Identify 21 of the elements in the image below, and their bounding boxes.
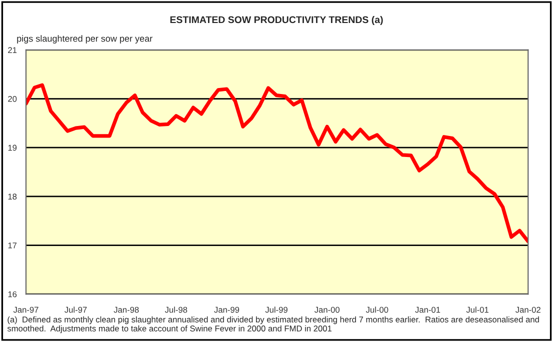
- text: (a) Defined as monthly clean pig slaughter annualised and divided by estimated breeding herd 7 months earlier. Ratios are deseasonalised and smoothed. Adjustments made to take account of Swine Fever in 2000 and FMD in 2001: [7, 316, 539, 334]
- y-axis-title: pigs slaughtered per sow per year: [17, 35, 152, 44]
- line-series: [26, 83, 528, 244]
- chart-title: ESTIMATED SOW PRODUCTIVITY TRENDS (a): [170, 16, 383, 26]
- x-tick-label: Jan-02: [516, 306, 540, 313]
- x-tick-label: Jul-98: [164, 306, 188, 313]
- x-tick-label: Jan-98: [114, 306, 139, 313]
- y-tick-label: 20: [8, 96, 17, 102]
- y-tick-label: 19: [8, 144, 17, 151]
- x-tick-label: Jul-99: [265, 306, 288, 313]
- y-tick-label: 18: [8, 194, 17, 200]
- x-tick-label: Jan-00: [314, 306, 340, 313]
- x-tick-label: Jul-00: [366, 306, 388, 313]
- x-tick-label: Jul-01: [466, 306, 488, 313]
- y-tick-label: 17: [8, 242, 17, 248]
- x-tick-label: Jul-97: [64, 306, 87, 313]
- y-tick-label: 21: [8, 47, 17, 53]
- y-tick-label: 16: [8, 291, 17, 298]
- x-tick-label: Jan-99: [214, 306, 240, 313]
- x-tick-label: Jan-97: [13, 306, 38, 313]
- x-tick-label: Jan-01: [415, 306, 440, 313]
